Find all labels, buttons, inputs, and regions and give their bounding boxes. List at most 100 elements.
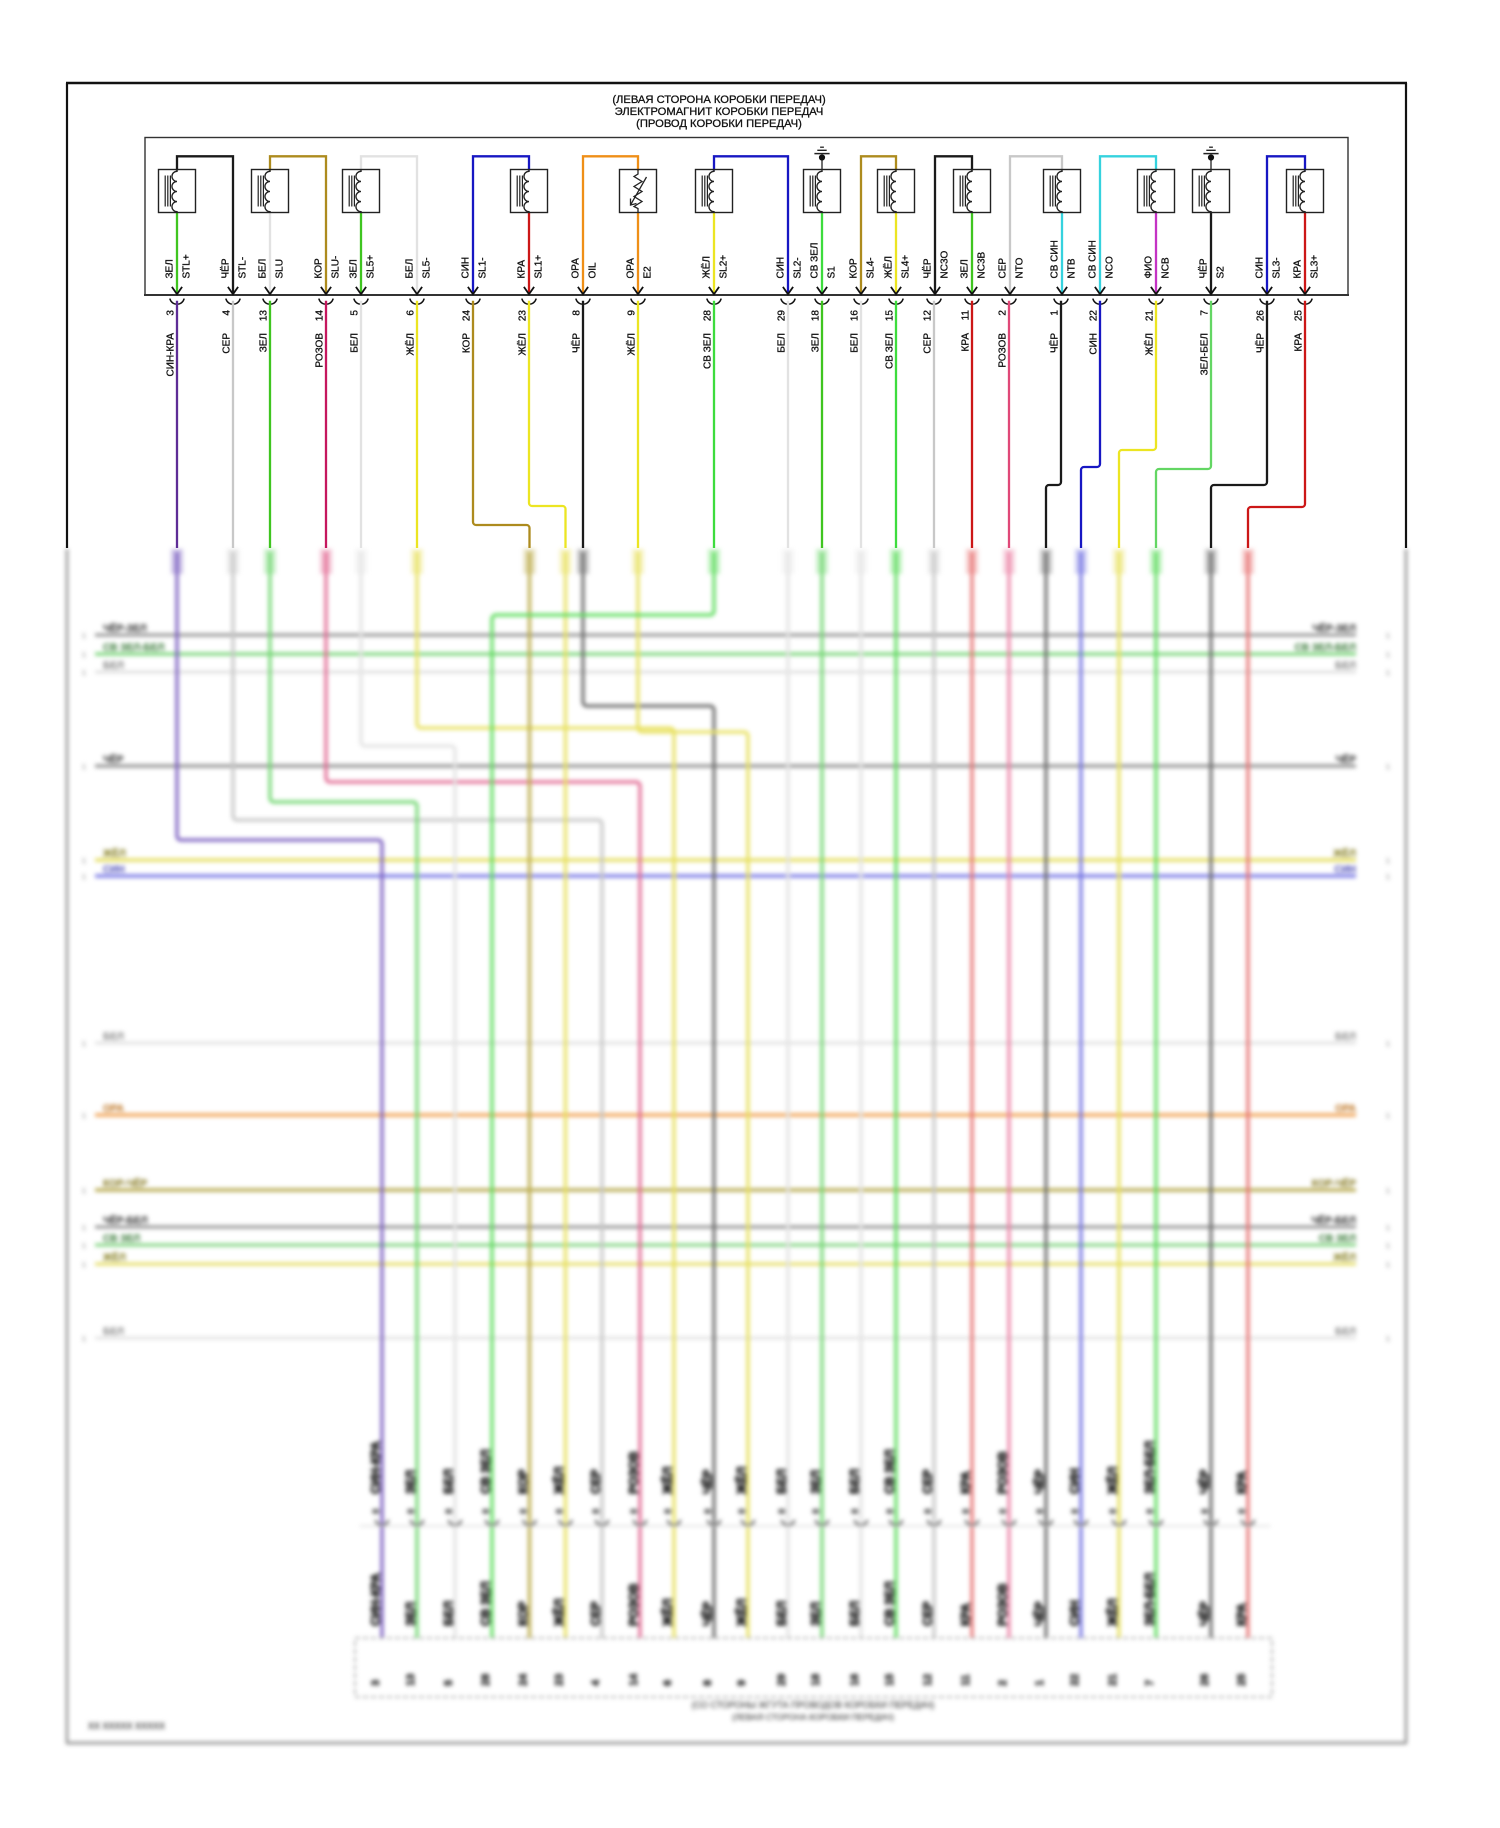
svg-text:1: 1	[82, 1262, 86, 1269]
svg-text:NTO: NTO	[1015, 257, 1026, 278]
svg-text:8: 8	[555, 1509, 566, 1514]
svg-text:СИН-КРА: СИН-КРА	[369, 1441, 383, 1494]
svg-text:СВ ЗЕЛ: СВ ЗЕЛ	[810, 243, 821, 279]
svg-text:28: 28	[702, 310, 713, 322]
svg-text:16: 16	[849, 1674, 861, 1686]
svg-text:ЧЁР: ЧЁР	[700, 1602, 715, 1626]
svg-text:ЖЁЛ: ЖЁЛ	[734, 1467, 749, 1495]
svg-text:СЕР: СЕР	[921, 1469, 935, 1494]
svg-text:СВ ЗЕЛ-БЕЛ: СВ ЗЕЛ-БЕЛ	[103, 643, 164, 654]
svg-text:STL+: STL+	[182, 254, 193, 278]
svg-text:8: 8	[1070, 1509, 1081, 1514]
svg-text:4: 4	[590, 1679, 602, 1686]
svg-text:СИН: СИН	[1068, 1600, 1082, 1626]
svg-text:8: 8	[703, 1509, 714, 1514]
svg-text:СИН: СИН	[776, 257, 787, 279]
svg-text:ЖЁЛ: ЖЁЛ	[1332, 1251, 1356, 1264]
svg-text:1: 1	[82, 764, 86, 771]
svg-text:1: 1	[1386, 874, 1390, 881]
svg-text:ЗЕЛ: ЗЕЛ	[349, 259, 360, 278]
svg-text:БЕЛ: БЕЛ	[442, 1601, 456, 1626]
svg-text:1: 1	[1386, 764, 1390, 771]
svg-text:РОЗОВ: РОЗОВ	[627, 1583, 641, 1626]
svg-text:ЧЁР: ЧЁР	[700, 1470, 715, 1494]
svg-text:1: 1	[1386, 1243, 1390, 1250]
svg-text:(ЛЕВАЯ СТОРОНА КОРОБКИ ПЕРЕДАЧ: (ЛЕВАЯ СТОРОНА КОРОБКИ ПЕРЕДАЧ)	[732, 1712, 894, 1722]
svg-text:ЧЁР: ЧЁР	[922, 258, 934, 278]
svg-text:ЗЕЛ-БЕЛ: ЗЕЛ-БЕЛ	[1199, 333, 1210, 375]
svg-text:РОЗОВ: РОЗОВ	[627, 1451, 641, 1494]
svg-text:СВ ЗЕЛ: СВ ЗЕЛ	[884, 333, 895, 369]
svg-text:ЗЕЛ: ЗЕЛ	[258, 333, 269, 352]
svg-text:14: 14	[314, 310, 325, 322]
svg-text:ОРА: ОРА	[103, 1104, 124, 1115]
svg-text:1: 1	[82, 1336, 86, 1343]
svg-text:8: 8	[923, 1509, 934, 1514]
svg-text:1: 1	[1386, 670, 1390, 677]
svg-text:ЖЁЛ: ЖЁЛ	[1105, 1599, 1120, 1627]
svg-text:ЖЁЛ: ЖЁЛ	[660, 1599, 675, 1627]
svg-text:7: 7	[1144, 1680, 1156, 1686]
svg-text:ЗЕЛ: ЗЕЛ	[810, 333, 821, 352]
svg-text:25: 25	[1293, 310, 1304, 322]
svg-text:ЖЁЛ: ЖЁЛ	[701, 256, 713, 278]
svg-text:1: 1	[1386, 652, 1390, 659]
svg-text:ЧЁР: ЧЁР	[1198, 258, 1210, 278]
svg-text:E2: E2	[643, 266, 654, 279]
svg-text:ЗЕЛ: ЗЕЛ	[404, 1602, 418, 1626]
svg-text:ЗЕЛ: ЗЕЛ	[809, 1470, 823, 1494]
svg-text:SL2+: SL2+	[719, 255, 730, 279]
svg-text:ЧЁР-БЕЛ: ЧЁР-БЕЛ	[1311, 1214, 1356, 1227]
svg-text:ЖЁЛ: ЖЁЛ	[551, 1599, 566, 1627]
svg-text:БЕЛ: БЕЛ	[258, 259, 269, 279]
svg-text:КРА: КРА	[959, 1603, 973, 1626]
svg-text:СИН-КРА: СИН-КРА	[369, 1573, 383, 1626]
svg-text:14: 14	[628, 1673, 640, 1686]
svg-text:СЕР: СЕР	[921, 1601, 935, 1626]
svg-text:NCO: NCO	[1105, 256, 1116, 278]
svg-text:ЗЕЛ: ЗЕЛ	[404, 1470, 418, 1494]
svg-text:8: 8	[702, 1680, 714, 1686]
svg-text:СВ ЗЕЛ-БЕЛ: СВ ЗЕЛ-БЕЛ	[1295, 643, 1356, 654]
svg-text:(СО СТОРОНЫ ЖГУТА ПРОВОДОВ КОР: (СО СТОРОНЫ ЖГУТА ПРОВОДОВ КОРОБКИ ПЕРЕД…	[692, 1700, 935, 1710]
svg-text:КРА: КРА	[1293, 260, 1304, 279]
svg-text:SL5+: SL5+	[366, 255, 377, 279]
svg-text:4: 4	[221, 310, 232, 316]
svg-text:КРА: КРА	[960, 333, 971, 352]
svg-text:18: 18	[810, 1674, 822, 1686]
svg-text:СЕР: СЕР	[998, 258, 1009, 279]
svg-text:STL-: STL-	[238, 257, 249, 279]
svg-text:8: 8	[571, 310, 582, 316]
svg-text:1: 1	[82, 652, 86, 659]
svg-text:8: 8	[1200, 1509, 1211, 1514]
svg-text:ЧЁР: ЧЁР	[1032, 1602, 1047, 1626]
svg-text:1: 1	[82, 670, 86, 677]
svg-text:РОЗОВ: РОЗОВ	[997, 333, 1008, 368]
svg-text:1: 1	[1386, 1262, 1390, 1269]
svg-text:1: 1	[1049, 310, 1060, 316]
svg-text:1: 1	[82, 858, 86, 865]
svg-text:SL1+: SL1+	[534, 255, 545, 279]
svg-text:КРА: КРА	[517, 260, 528, 279]
svg-text:8: 8	[663, 1509, 674, 1514]
svg-text:БЕЛ: БЕЛ	[848, 1469, 862, 1494]
svg-text:ЖЁЛ: ЖЁЛ	[660, 1467, 675, 1495]
svg-text:СВ ЗЕЛ: СВ ЗЕЛ	[883, 1581, 897, 1626]
svg-text:29: 29	[776, 1674, 788, 1686]
svg-text:ЖЁЛ: ЖЁЛ	[1332, 847, 1356, 860]
svg-text:1: 1	[82, 1225, 86, 1232]
svg-text:БЕЛ: БЕЛ	[103, 1327, 124, 1338]
svg-text:8: 8	[998, 1509, 1009, 1514]
svg-text:ЗЕЛ-БЕЛ: ЗЕЛ-БЕЛ	[1143, 1441, 1157, 1494]
svg-text:ОРА: ОРА	[626, 258, 637, 279]
svg-text:1: 1	[82, 1113, 86, 1120]
svg-text:SL3+: SL3+	[1310, 255, 1321, 279]
svg-text:8: 8	[629, 1509, 640, 1514]
svg-text:ОРА: ОРА	[571, 258, 582, 279]
svg-text:NTB: NTB	[1067, 258, 1078, 278]
svg-text:23: 23	[517, 310, 528, 322]
svg-text:ЖЁЛ: ЖЁЛ	[1143, 333, 1155, 355]
svg-text:8: 8	[371, 1509, 382, 1514]
svg-text:ЗЕЛ: ЗЕЛ	[165, 259, 176, 278]
svg-text:СВ СИН: СВ СИН	[1050, 240, 1061, 278]
